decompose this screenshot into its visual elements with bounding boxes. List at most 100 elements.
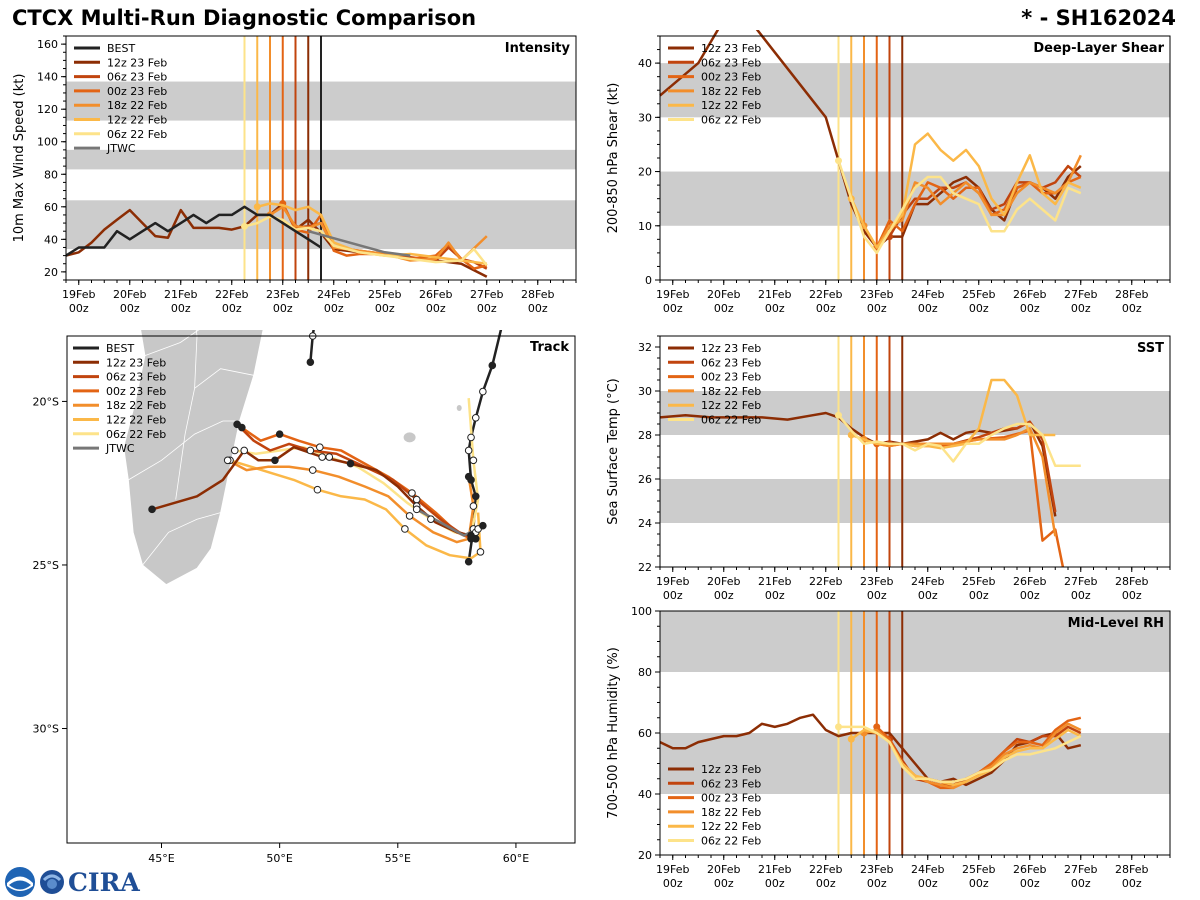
intensity-xtick-label-2: 21Feb 00z [164,288,197,315]
madagascar-border-4 [142,512,221,566]
rh-ytick-label-100: 100 [631,605,652,618]
reunion-island [403,432,416,443]
rh-legend-label-12z-23-feb: 12z 23 Feb [701,763,761,776]
rh-ylabel: 700-500 hPa Humidity (%) [606,647,621,819]
shear-xtick-label-1: 20Feb 00z [707,288,740,315]
rh-xtick-label-5: 24Feb 00z [911,863,944,890]
sst-band-1 [660,391,1170,435]
track-ytick-label-30: 30°S [33,723,59,736]
cira-globe-icon [40,870,64,894]
track-point-12z-23-feb [240,446,249,455]
shear-ytick-label-20: 20 [638,166,652,179]
rh-xtick-label-8: 27Feb 00z [1064,863,1097,890]
track-point-18z-22-feb [223,456,232,465]
rh-xtick-label-3: 22Feb 00z [809,863,842,890]
track-point-best [471,413,480,422]
track-legend-label-06z-23-feb: 06z 23 Feb [106,371,166,384]
shear-series-18z-22-feb [862,154,1082,249]
intensity-ytick-label-140: 140 [37,71,58,84]
sst-legend-label-18z-22-feb: 18z 22 Feb [701,385,761,398]
rh-ytick-label-20: 20 [638,849,652,862]
sst-ytick-label-26: 26 [638,473,652,486]
madagascar-border-5 [194,368,254,389]
track-point-best [467,433,475,442]
shear-ytick-label-30: 30 [638,111,652,124]
rh-xtick-label-7: 26Feb 00z [1013,863,1046,890]
rh-legend-label-06z-22-feb: 06z 22 Feb [701,835,761,848]
rh-xtick-label-6: 25Feb 00z [962,863,995,890]
cira-logo-text: CIRA [68,867,140,897]
shear-series-06z-22-feb [837,160,1082,255]
rh-ytick-label-60: 60 [638,727,652,740]
track-legend-label-18z-22-feb: 18z 22 Feb [106,399,166,412]
sst-init-point-06z-22-feb [835,411,842,419]
sst-band-0 [660,479,1170,523]
intensity-ylabel: 10m Max Wind Speed (kt) [12,74,27,243]
sst-xtick-label-6: 25Feb 00z [962,575,995,602]
sst-xtick-label-8: 27Feb 00z [1064,575,1097,602]
track-point-12z-23-feb [346,459,355,468]
track-point-06z-23-feb [412,495,421,504]
rh-xtick-label-0: 19Feb 00z [656,863,689,890]
sst-ytick-label-22: 22 [638,561,652,574]
intensity-chart: 20 40 60 80 100 120 140 160 19Feb 00z 20Feb 00z 21Fe… [12,35,577,315]
track-point-00z-23-feb [408,489,416,497]
track-point-06z-22-feb [469,456,478,465]
track-point-best [488,361,497,370]
intensity-legend-label-12z-22-feb: 12z 22 Feb [107,114,167,127]
sst-title: SST [1137,341,1164,356]
track-xtick-label-55: 55°E [385,852,411,865]
track-ytick-label-20: 20°S [33,395,59,408]
intensity-legend-label-18z-22-feb: 18z 22 Feb [107,99,167,112]
intensity-init-point-12z-22-feb [253,203,261,211]
shear-ylabel: 200-850 hPa Shear (kt) [606,83,621,234]
track-point-18z-22-feb [308,466,317,474]
track-point-best [471,492,480,501]
shear-chart: 0 10 20 30 40 19Feb 00z 20Feb 00z 21Feb 00z 22Feb 00… [606,30,1171,315]
track-point-12z-22-feb [476,548,485,556]
track-legend-label-best: BEST [106,342,134,355]
rh-xtick-label-4: 23Feb 00z [860,863,893,890]
intensity-ytick-label-160: 160 [37,38,58,51]
rh-xtick-label-1: 20Feb 00z [707,863,740,890]
intensity-legend-label-12z-23-feb: 12z 23 Feb [107,56,167,69]
madagascar-border-0 [144,330,200,356]
intensity-series-jtwc [307,229,411,257]
track-point-12z-23-feb [318,453,326,461]
shear-xtick-label-0: 19Feb 00z [656,288,689,315]
track-point-jtwc [412,505,421,514]
track-point-12z-22-feb [313,485,322,494]
intensity-xtick-label-9: 28Feb 00z [521,288,554,315]
track-legend-label-06z-22-feb: 06z 22 Feb [106,428,166,441]
shear-xtick-label-4: 23Feb 00z [860,288,893,315]
rh-chart: 20 40 60 80 100 19Feb 00z 20Feb 00z 21Feb 00z 22Feb… [606,605,1171,890]
track-point-best [306,358,315,366]
shear-xtick-label-3: 22Feb 00z [809,288,842,315]
intensity-xtick-label-0: 19Feb 00z [62,288,95,315]
sst-series-06z-22-feb [837,414,1081,468]
track-point-best [479,387,487,396]
rh-series-12z-23-feb [659,713,1082,787]
track-point-06z-23-feb [233,420,241,429]
rh-legend-label-18z-22-feb: 18z 22 Feb [701,806,761,819]
intensity-xtick-label-3: 22Feb 00z [215,288,248,315]
shear-legend-label-06z-23-feb: 06z 23 Feb [701,56,761,69]
rh-title: Mid-Level RH [1068,616,1164,631]
intensity-legend-label-00z-23-feb: 00z 23 Feb [107,85,167,98]
rh-legend-label-00z-23-feb: 00z 23 Feb [701,792,761,805]
intensity-xtick-label-1: 20Feb 00z [113,288,146,315]
page-title: CTCX Multi-Run Diagnostic Comparison [12,6,477,30]
intensity-xtick-label-5: 24Feb 00z [317,288,350,315]
track-point-12z-23-feb [467,531,475,540]
sst-xtick-label-2: 21Feb 00z [758,575,791,602]
shear-xtick-label-6: 25Feb 00z [962,288,995,315]
shear-title: Deep-Layer Shear [1033,41,1164,56]
shear-ytick-label-40: 40 [638,57,652,70]
track-point-12z-23-feb [271,456,279,465]
rh-init-point-06z-22-feb [835,723,842,731]
sst-legend-label-00z-23-feb: 00z 23 Feb [701,371,761,384]
